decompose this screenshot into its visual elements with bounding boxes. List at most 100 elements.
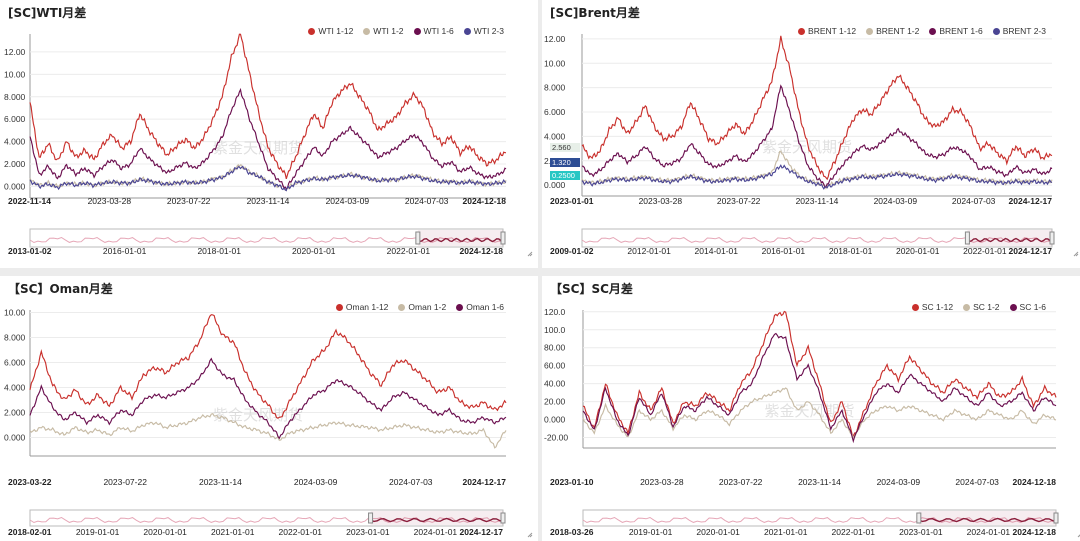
sc-navigator-selection[interactable] [918,511,1056,525]
oman-legend-item-2[interactable]: Oman 1-6 [456,302,504,312]
sc-navigator-handle-right[interactable] [1053,512,1059,524]
brent-legend[interactable]: BRENT 1-12 BRENT 1-2 BRENT 1-6 BRENT 2-3 [798,26,1046,36]
wti-navigator-label-3: 2020-01-01 [292,246,336,256]
brent-legend-label-1: BRENT 1-2 [876,26,920,36]
wti-navigator-label-4: 2022-01-01 [387,246,431,256]
brent-value-badge-2 [550,171,580,180]
brent-legend-swatch-1 [866,27,874,35]
wti-series-line-2 [29,87,507,190]
sc-navigator-label-3: 2021-01-01 [764,527,808,537]
brent-legend-label-0: BRENT 1-12 [808,26,857,36]
oman-navigator-label-1: 2019-01-01 [76,527,120,537]
oman-navigator-handle-right[interactable] [500,512,506,524]
sc-resize-grip-icon[interactable] [1077,533,1080,538]
brent-legend-item-0[interactable]: BRENT 1-12 [798,26,856,36]
brent-navigator-label-5: 2020-01-01 [896,246,940,256]
wti-resize-grip-icon[interactable] [527,251,533,257]
brent-value-badge-label-2: 0.2500 [552,171,575,180]
wti-legend-item-1[interactable]: WTI 1-2 [363,26,404,36]
wti-xtick-label-1: 2023-03-28 [88,196,132,206]
brent-ytick-label-4: 8.000 [544,83,566,93]
brent-ytick-label-3: 6.000 [544,107,566,117]
brent-series-line-0 [581,35,1053,181]
sc-ytick-label-6: 100.0 [544,325,566,335]
brent-xtick-label-6: 2024-12-17 [1009,196,1053,206]
wti-legend-label-2: WTI 1-6 [423,26,454,36]
oman-ytick-label-2: 4.000 [4,383,26,393]
sc-legend-item-2[interactable]: SC 1-6 [1009,302,1046,312]
oman-legend-item-0[interactable]: Oman 1-12 [335,302,389,312]
wti-navigator-handle-right[interactable] [500,231,506,245]
oman-navigator-label-3: 2021-01-01 [211,527,255,537]
wti-spread-panel: [SC]WTI月差 WTI 1-12 WTI 1-2 WTI 1-6 WTI 2-3 … [0,0,538,268]
brent-panel-title: [SC]Brent月差 [550,6,640,20]
wti-navigator-label-1: 2016-01-01 [103,246,147,256]
brent-ytick-label-6: 12.00 [544,34,566,44]
oman-ytick-label-0: 0.000 [4,433,26,443]
wti-navigator-selection[interactable] [417,230,503,246]
wti-panel-title: [SC]WTI月差 [8,6,87,20]
brent-navigator-label-3: 2016-01-01 [762,246,806,256]
brent-navigator-selection[interactable] [967,230,1052,246]
wti-legend-label-1: WTI 1-2 [373,26,404,36]
wti-xtick-label-0: 2022-11-14 [8,196,51,206]
oman-navigator-label-6: 2024-01-01 [414,527,458,537]
wti-legend-item-0[interactable]: WTI 1-12 [308,26,353,36]
brent-navigator-handle-left[interactable] [964,231,970,245]
sc-navigator-handle-left[interactable] [916,512,922,524]
sc-navigator-line [582,516,1057,524]
wti-navigator-handle-left[interactable] [415,231,421,245]
brent-series-line-1 [581,150,1053,190]
sc-legend-swatch-1 [963,303,971,311]
brent-xtick-label-4: 2024-03-09 [874,196,918,206]
oman-spread-panel: 【SC】Oman月差 Oman 1-12 Oman 1-2 Oman 1-6 0.0… [0,276,538,541]
brent-series-line-3 [581,164,1053,190]
sc-xtick-label-3: 2023-11-14 [798,477,841,487]
wti-spread-chart: 0.000 2.000 4.000 6.000 8.000 10.00 12.00 紫金天风期… [4,33,533,257]
sc-legend-item-0[interactable]: SC 1-12 [911,302,953,312]
brent-navigator-label-7: 2024-12-17 [1009,246,1053,256]
sc-spread-chart: -20.00 0.000 20.00 40.00 60.00 80.00 100.0 120.… [544,307,1080,538]
brent-series-line-2 [581,84,1053,189]
brent-legend-swatch-3 [992,27,1000,35]
brent-legend-swatch-0 [798,27,806,35]
sc-navigator-label-5: 2023-01-01 [899,527,943,537]
wti-legend[interactable]: WTI 1-12 WTI 1-2 WTI 1-6 WTI 2-3 [308,26,504,36]
oman-legend-swatch-1 [398,303,406,311]
wti-legend-label-3: WTI 2-3 [473,26,504,36]
brent-xtick-label-5: 2024-07-03 [952,196,996,206]
sc-series-line-1 [582,387,1057,438]
wti-legend-item-2[interactable]: WTI 1-6 [413,26,454,36]
brent-legend-item-2[interactable]: BRENT 1-6 [929,26,983,36]
wti-legend-item-3[interactable]: WTI 2-3 [463,26,504,36]
brent-legend-item-1[interactable]: BRENT 1-2 [866,26,919,36]
oman-xtick-label-0: 2023-03-22 [8,477,52,487]
sc-legend-swatch-2 [1009,303,1017,311]
sc-legend-item-1[interactable]: SC 1-2 [963,302,1000,312]
oman-navigator-selection[interactable] [370,511,503,525]
sc-legend-label-2: SC 1-6 [1019,302,1046,312]
oman-navigator-handle-left[interactable] [368,512,374,524]
sc-legend-label-1: SC 1-2 [973,302,1000,312]
sc-ytick-label-7: 120.0 [544,307,566,317]
oman-navigator-label-7: 2024-12-17 [460,527,504,537]
oman-xtick-label-3: 2024-03-09 [294,477,338,487]
brent-xtick-label-0: 2023-01-01 [550,196,594,206]
sc-legend[interactable]: SC 1-12 SC 1-2 SC 1-6 [911,302,1046,312]
oman-legend[interactable]: Oman 1-12 Oman 1-2 Oman 1-6 [335,302,504,312]
brent-resize-grip-icon[interactable] [1073,251,1079,257]
oman-resize-grip-icon[interactable] [527,532,533,538]
brent-legend-label-3: BRENT 2-3 [1002,26,1046,36]
oman-xtick-label-1: 2023-07-22 [103,477,147,487]
wti-ytick-label-3: 6.000 [4,114,26,124]
brent-navigator-label-6: 2022-01-01 [963,246,1007,256]
wti-navigator-selected-line [417,237,504,243]
wti-legend-swatch-0 [308,27,316,35]
sc-ytick-label-3: 40.00 [544,379,566,389]
brent-ytick-label-5: 10.00 [544,58,566,68]
oman-legend-item-1[interactable]: Oman 1-2 [398,302,446,312]
wti-legend-swatch-3 [463,27,471,35]
brent-legend-item-3[interactable]: BRENT 2-3 [992,26,1046,36]
brent-navigator-handle-right[interactable] [1049,231,1055,245]
oman-legend-label-0: Oman 1-12 [345,302,389,312]
